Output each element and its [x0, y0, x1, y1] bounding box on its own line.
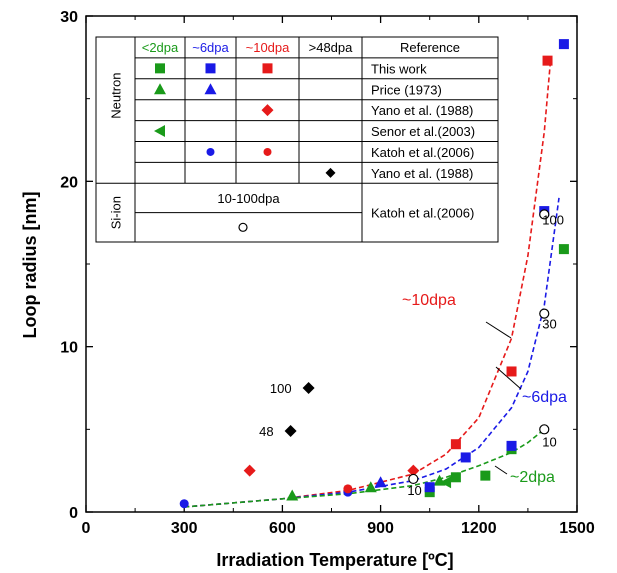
diamond-marker — [284, 424, 297, 437]
y-tick-label: 20 — [60, 174, 78, 191]
y-tick-label: 0 — [69, 505, 78, 522]
square-marker — [424, 482, 435, 493]
square-marker — [262, 63, 273, 74]
circle-marker — [263, 147, 272, 156]
annotations: 10 10 30 100 48 100 — [259, 212, 564, 498]
axes-layer: 0 300 600 900 1200 1500 0 10 20 30 — [60, 9, 595, 537]
trend-label-leader — [485, 321, 512, 339]
triangle-left-marker — [440, 476, 452, 489]
y-axis-label: Loop radius [nm] — [20, 192, 40, 339]
diamond-marker — [243, 464, 256, 477]
trend-line-dpa6 — [184, 197, 560, 508]
legend-si-label: Si-ion — [109, 196, 124, 229]
legend-reference: Yano et al. (1988) — [371, 166, 473, 181]
circle-marker — [343, 484, 353, 494]
si-dose-label: 30 — [542, 317, 556, 332]
open-circle-marker — [539, 308, 550, 319]
legend-reference: This work — [371, 61, 427, 76]
diamond-marker — [325, 167, 336, 178]
x-axis-label: Irradiation Temperature [ºC] — [216, 550, 453, 570]
legend-si-dose: 10-100dpa — [217, 191, 280, 206]
si-dose-label: 10 — [542, 434, 556, 449]
square-marker — [205, 63, 216, 74]
trend-label-dpa10: ~10dpa — [402, 292, 456, 309]
trend-label-lt2dpa: ~2dpa — [510, 469, 555, 486]
legend-reference: Katoh et al.(2006) — [371, 206, 474, 221]
x-tick-label: 0 — [82, 520, 91, 537]
triangle-marker — [364, 481, 377, 493]
dpa-dose-label: 100 — [270, 381, 292, 396]
open-circle-marker — [238, 222, 248, 232]
square-marker — [506, 440, 517, 451]
y-tick-label: 10 — [60, 340, 78, 357]
legend-reference: Katoh et al.(2006) — [371, 145, 474, 160]
square-marker — [460, 452, 471, 463]
square-marker — [450, 472, 461, 483]
si-dose-label: 100 — [542, 212, 564, 227]
legend-neutron-label: Neutron — [109, 72, 124, 118]
dpa-dose-label: 48 — [259, 424, 273, 439]
y-tick-label: 30 — [60, 9, 78, 26]
data-markers — [179, 39, 569, 509]
square-marker — [558, 244, 569, 255]
triangle-marker — [154, 83, 166, 95]
x-tick-label: 600 — [269, 520, 296, 537]
square-marker — [542, 55, 553, 66]
diamond-marker — [261, 104, 274, 117]
legend-table: <2dpa ~6dpa ~10dpa >48dpa Reference Neutron Si… — [95, 36, 499, 243]
trend-label-leader — [494, 465, 508, 475]
trend-label-leader — [495, 366, 522, 390]
x-tick-label: 300 — [171, 520, 198, 537]
diamond-marker — [407, 464, 420, 477]
open-circle-marker — [408, 473, 419, 485]
trend-line-lt2dpa — [184, 428, 545, 508]
legend-header: <2dpa — [142, 40, 179, 55]
legend-header: ~10dpa — [246, 40, 291, 55]
x-tick-label: 1500 — [559, 520, 595, 537]
x-tick-label: 1200 — [461, 520, 497, 537]
circle-marker — [179, 499, 189, 509]
square-marker — [480, 470, 491, 481]
open-circle-marker — [539, 209, 550, 220]
triangle-marker — [286, 489, 299, 501]
circle-marker — [206, 147, 215, 156]
triangle-left-marker — [154, 125, 165, 138]
legend-reference: Yano et al. (1988) — [371, 103, 473, 118]
trend-label-dpa6: ~6dpa — [522, 389, 567, 406]
legend-header: ~6dpa — [192, 40, 229, 55]
triangle-marker — [204, 83, 217, 95]
x-tick-label: 900 — [367, 520, 394, 537]
si-dose-label: 10 — [407, 483, 421, 498]
square-marker — [506, 366, 517, 377]
triangle-marker — [374, 476, 387, 488]
square-marker — [450, 439, 461, 450]
legend-header: >48dpa — [309, 40, 354, 55]
legend-header: Reference — [400, 40, 460, 55]
legend-reference: Price (1973) — [371, 82, 442, 97]
trend-lines: ~10dpa ~6dpa ~2dpa — [184, 57, 567, 508]
diamond-marker — [302, 382, 315, 394]
open-circle-marker — [539, 424, 550, 435]
square-marker — [558, 39, 569, 50]
legend-reference: Senor et al.(2003) — [371, 124, 475, 139]
trend-line-dpa10 — [184, 57, 552, 508]
square-marker — [155, 63, 165, 74]
